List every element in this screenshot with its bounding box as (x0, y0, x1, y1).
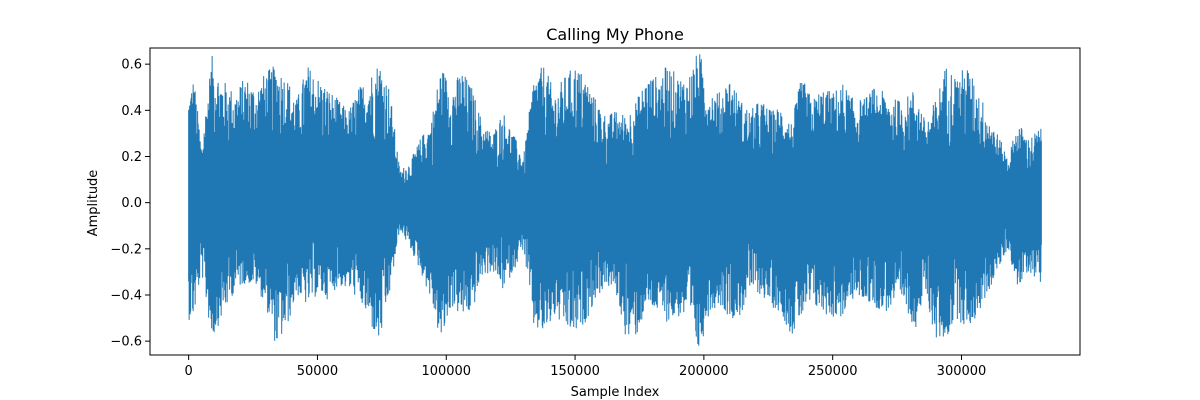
x-axis-label: Sample Index (571, 385, 660, 400)
y-tick-label: 0.6 (121, 58, 142, 73)
x-axis: 0 50000 100000 150000 200000 250000 300000 (185, 355, 987, 379)
chart-title: Calling My Phone (546, 25, 684, 44)
x-tick-label: 0 (185, 364, 193, 379)
y-tick-label: −0.6 (110, 335, 142, 350)
y-tick-label: 0.4 (121, 104, 142, 119)
y-tick-label: −0.4 (110, 288, 142, 303)
y-axis: −0.6 −0.4 −0.2 0.0 0.2 0.4 0.6 (110, 58, 150, 350)
x-tick-label: 250000 (808, 364, 858, 379)
plot-area (188, 54, 1042, 346)
waveform-line (188, 54, 1042, 346)
x-tick-label: 100000 (421, 364, 471, 379)
axes-frame (149, 47, 1081, 356)
x-tick-label: 200000 (679, 364, 729, 379)
y-axis-label: Amplitude (86, 170, 101, 237)
x-tick-label: 300000 (937, 364, 987, 379)
x-tick-label: 150000 (550, 364, 600, 379)
y-tick-label: 0.2 (121, 150, 142, 165)
x-tick-label: 50000 (297, 364, 338, 379)
y-tick-label: −0.2 (110, 242, 142, 257)
y-tick-label: 0.0 (121, 196, 142, 211)
